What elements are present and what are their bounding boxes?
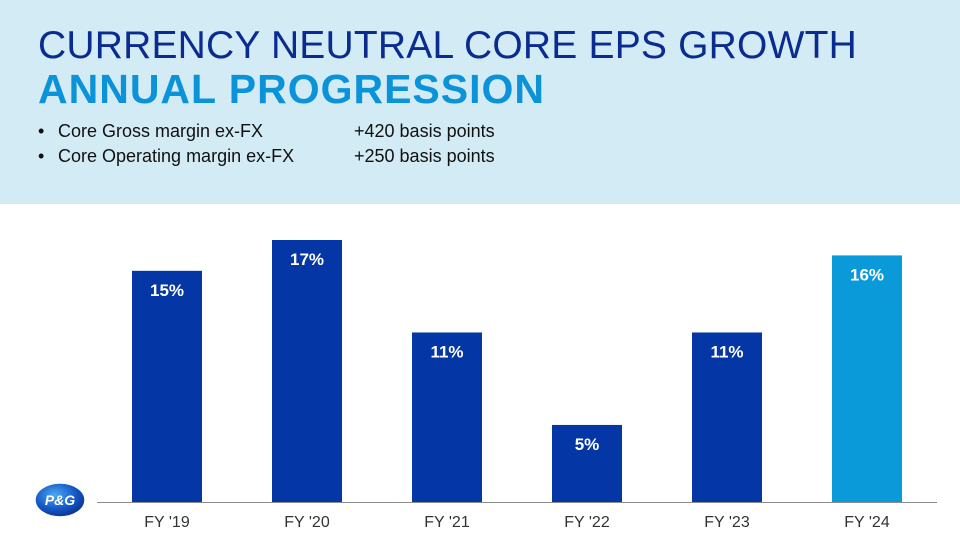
- data-label-1: 17%: [290, 250, 324, 269]
- data-label-0: 15%: [150, 281, 184, 300]
- bar-1: [272, 240, 342, 502]
- data-label-3: 5%: [575, 435, 600, 454]
- bullet-value: +250 basis points: [354, 146, 495, 166]
- pg-logo-icon: P&G: [34, 482, 86, 518]
- x-tick-label-4: FY '23: [704, 514, 750, 531]
- data-label-4: 11%: [710, 342, 743, 361]
- title-line-1: CURRENCY NEUTRAL CORE EPS GROWTH: [38, 24, 857, 67]
- data-label-5: 16%: [850, 265, 884, 284]
- bar-0: [132, 270, 202, 502]
- bullet-label: Core Gross margin ex-FX: [58, 121, 264, 141]
- bar-4: [692, 332, 762, 502]
- bar-2: [412, 332, 482, 502]
- bullet-item: • Core Gross margin ex-FX +420 basis poi…: [38, 120, 495, 145]
- data-label-2: 11%: [430, 342, 463, 361]
- bullet-marker: •: [38, 146, 45, 166]
- header-panel: CURRENCY NEUTRAL CORE EPS GROWTH ANNUAL …: [0, 0, 960, 204]
- x-tick-label-0: FY '19: [144, 514, 190, 531]
- title-line-2: ANNUAL PROGRESSION: [38, 66, 546, 112]
- x-tick-label-3: FY '22: [564, 514, 610, 531]
- logo-text: P&G: [45, 492, 75, 508]
- eps-growth-bar-chart: 15% FY '19 17% FY '20 11% FY '21 5% FY '22 11% FY…: [97, 240, 937, 531]
- bullet-label: Core Operating margin ex-FX: [58, 146, 295, 166]
- x-tick-label-5: FY '24: [844, 514, 890, 531]
- bar-3: [552, 424, 622, 502]
- x-tick-label-1: FY '20: [284, 514, 330, 531]
- bullet-marker: •: [38, 121, 45, 141]
- bar-5: [832, 255, 902, 502]
- bullet-list: • Core Gross margin ex-FX +420 basis poi…: [38, 120, 495, 170]
- bullet-item: • Core Operating margin ex-FX +250 basis…: [38, 145, 495, 170]
- x-tick-label-2: FY '21: [424, 514, 470, 531]
- bullet-value: +420 basis points: [354, 121, 495, 141]
